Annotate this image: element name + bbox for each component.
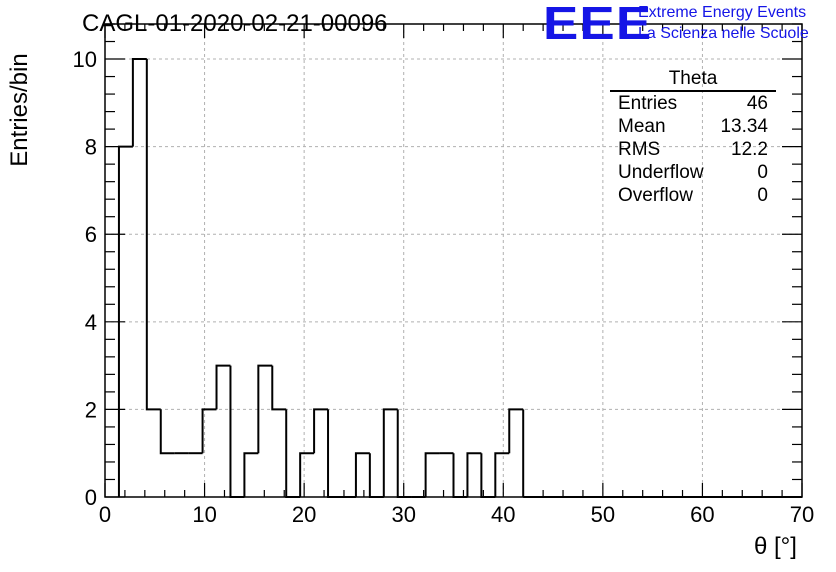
stats-label: Mean [618,116,666,137]
grid-lines [105,24,802,497]
stats-value: 0 [757,185,768,206]
stats-label: Entries [618,93,678,114]
x-tick-label: 10 [192,502,216,527]
histogram-bar [313,408,329,454]
histogram-bar [131,58,147,147]
stats-value: 0 [757,162,768,183]
axis-ticks [104,23,803,498]
y-axis-label: Entries/bin [6,53,33,167]
stats-label: Underflow [618,162,704,183]
histogram-bar [354,452,370,497]
stats-label: RMS [618,139,661,160]
y-tick-label: 0 [85,485,97,510]
histogram-bar [229,365,245,498]
x-tick-label: 30 [391,502,415,527]
plot-frame [104,23,803,498]
stats-row-mean: Mean 13.34 [610,115,776,138]
chart-title: CAGL-01-2020-02-21-00096 [82,10,388,37]
x-tick-label: 60 [690,502,714,527]
histogram-bar [201,408,217,454]
histogram-bar [299,452,315,497]
stats-row-overflow: Overflow 0 [610,184,776,207]
histogram-bar [257,364,273,454]
histogram-bar [508,408,524,454]
histogram-bar [327,409,342,498]
stats-row-entries: Entries 46 [610,92,776,115]
y-tick-label: 6 [85,222,97,247]
x-tick-label: 20 [292,502,316,527]
stats-value: 12.2 [731,139,768,160]
histogram-bar [494,452,510,497]
eee-logo: EEE [543,0,653,49]
histogram-bar [145,59,161,411]
histogram-bar [271,365,287,411]
stats-box: Theta Entries 46 Mean 13.34 RMS 12.2 Und… [610,68,776,207]
histogram-bar [452,453,468,498]
histogram-bar [215,364,231,410]
y-tick-label: 8 [85,135,97,160]
stats-label: Overflow [618,185,693,206]
histogram-bar [382,408,398,497]
stats-row-rms: RMS 12.2 [610,138,776,161]
x-axis-label: θ [°] [754,533,797,560]
stats-value: 13.34 [720,116,768,137]
histogram-bar [466,452,482,497]
stats-row-underflow: Underflow 0 [610,161,776,184]
x-tick-label: 40 [491,502,515,527]
x-tick-label: 0 [99,502,111,527]
histogram-bar [396,409,412,498]
histogram-bar [285,409,301,498]
y-tick-label: 10 [73,47,97,72]
stats-title: Theta [610,68,776,92]
stats-value: 46 [746,93,768,114]
histogram-bar [368,453,384,498]
x-tick-label: 70 [790,502,814,527]
histogram-bar [424,452,440,497]
x-tick-label: 50 [591,502,615,527]
histogram-bar [243,452,259,497]
logo-line-2: La Scienza nelle Scuole [638,25,809,42]
histogram-bar [159,409,175,455]
y-tick-label: 4 [85,310,97,335]
logo-line-1: Extreme Energy Events [638,4,807,21]
plot-frame-rect [104,23,803,498]
y-tick-label: 2 [85,397,97,422]
